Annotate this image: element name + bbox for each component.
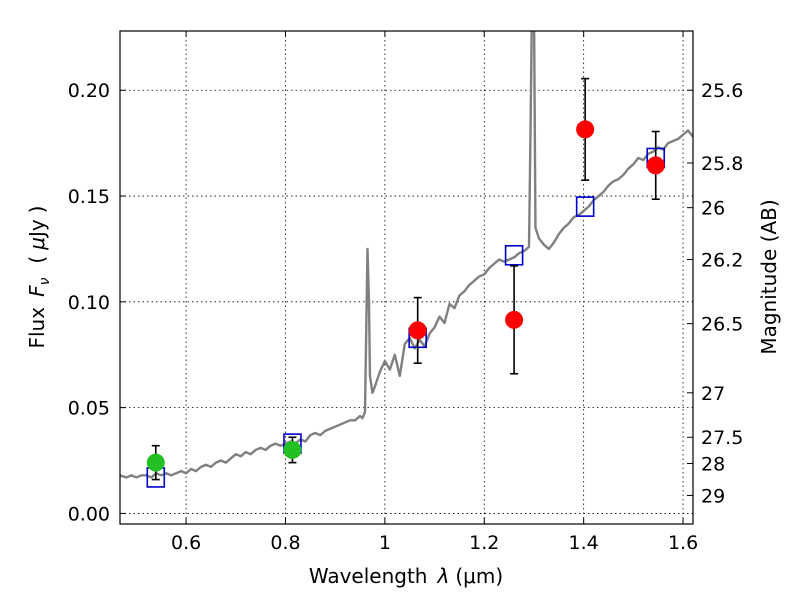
x-axis-label: Wavelength λ (μm): [309, 564, 503, 588]
x-axis-ticks: 0.6 0.8 1 1.2 1.4 1.6: [171, 31, 698, 554]
x-tick-label: 1.2: [469, 532, 499, 554]
right-tick-label: 28: [701, 453, 725, 475]
y-axis-ticks: 0.00 0.05 0.10 0.15 0.20: [68, 80, 126, 525]
right-tick-label: 26.2: [701, 250, 743, 272]
observed-points: [146, 77, 665, 481]
y-axis-label: FluxFν(μJy): [25, 205, 53, 348]
right-tick-label: 25.8: [701, 153, 743, 175]
grid: [120, 31, 693, 524]
spectrum-line: [120, 31, 693, 479]
model-square: [575, 196, 595, 217]
right-tick-label: 26.5: [701, 314, 743, 336]
data-point: [408, 321, 427, 340]
data-point: [576, 120, 595, 139]
x-tick-label: 1.4: [569, 532, 599, 554]
right-axis-label: Magnitude (AB): [757, 199, 781, 354]
right-tick-label: 29: [701, 485, 725, 507]
y-tick-label: 0.05: [68, 398, 110, 420]
right-tick-label: 27: [701, 383, 725, 405]
right-axis-ticks: 25.6 25.8 26 26.2 26.5 27 27.5 28 29: [687, 80, 743, 507]
x-tick-label: 0.8: [270, 532, 300, 554]
y-tick-label: 0.15: [68, 186, 110, 208]
y-tick-label: 0.00: [68, 503, 110, 525]
data-point: [283, 440, 302, 459]
data-point: [505, 310, 524, 329]
y-tick-label: 0.20: [68, 80, 110, 102]
plot-frame: [119, 30, 694, 525]
data-point: [146, 453, 165, 472]
x-tick-label: 1: [379, 532, 391, 554]
right-tick-label: 26: [701, 198, 725, 220]
model-square: [504, 244, 524, 266]
x-tick-label: 0.6: [171, 532, 201, 554]
spectrum-layer: [120, 31, 693, 479]
right-tick-label: 25.6: [701, 80, 743, 102]
x-tick-label: 1.6: [668, 532, 698, 554]
data-point: [646, 156, 665, 175]
model-points: [146, 147, 666, 488]
right-tick-label: 27.5: [701, 427, 743, 449]
y-tick-label: 0.10: [68, 292, 110, 314]
